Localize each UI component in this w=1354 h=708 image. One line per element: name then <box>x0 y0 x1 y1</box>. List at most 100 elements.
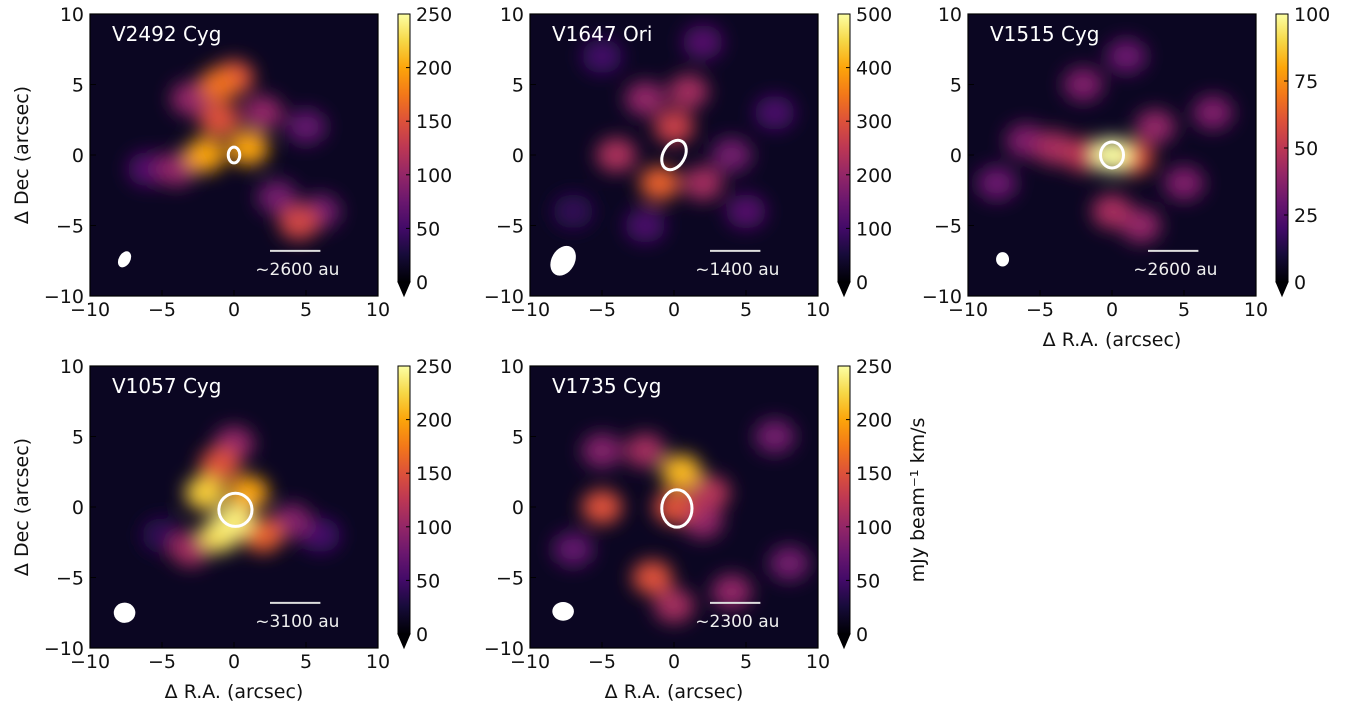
panel: ~3100 au V1057 Cyg −10 −5 0 5 10 −10 −5 0 5 10 Δ R.A… <box>11 356 452 703</box>
colorbar-tick-label: 0 <box>856 624 868 646</box>
y-tick-label: −5 <box>56 568 84 590</box>
y-tick-label: −5 <box>934 216 962 238</box>
y-tick-label: 5 <box>72 427 84 449</box>
scale-label: ~2600 au <box>1133 260 1217 280</box>
emission-blob <box>581 433 623 468</box>
y-tick-label: −10 <box>484 286 524 308</box>
emission-blob <box>213 503 255 539</box>
panel: ~2600 au V2492 Cyg −10 −5 0 5 10 −10 −5 0 5 10 Δ Dec… <box>11 4 452 321</box>
colorbar-tick-label: 0 <box>1294 272 1306 294</box>
x-tick-label: 10 <box>806 651 830 673</box>
x-tick-label: 10 <box>366 651 390 673</box>
source-contour <box>217 491 254 528</box>
colorbar-tick-label: 50 <box>416 570 440 592</box>
x-tick-label: −5 <box>588 651 616 673</box>
colorbar <box>837 365 851 635</box>
emission-blob <box>682 165 723 201</box>
colorbar-tick-label: 200 <box>416 58 452 80</box>
colorbar-extend <box>397 633 411 650</box>
emission-blob <box>711 137 752 173</box>
x-tick-label: 0 <box>228 651 240 673</box>
emission-blob <box>632 560 673 595</box>
emission-blob <box>596 137 637 173</box>
x-tick-label: 0 <box>668 651 680 673</box>
colorbar-tick-label: 100 <box>856 218 892 240</box>
colorbar-tick-label: 200 <box>416 410 452 432</box>
colorbar <box>837 13 851 283</box>
emission-blob <box>199 447 240 482</box>
y-axis-label: Δ Dec (arcsec) <box>11 438 33 576</box>
emission-blob <box>682 24 723 60</box>
map-background <box>530 14 818 296</box>
emission <box>127 60 341 240</box>
panel-title: V1647 Ori <box>552 22 652 46</box>
x-tick-label: −5 <box>148 299 176 321</box>
emission-blob <box>581 39 623 74</box>
colorbar-tick-label: 100 <box>856 517 892 539</box>
x-axis-label: Δ R.A. (arcsec) <box>165 681 304 703</box>
emission-blob <box>242 95 283 130</box>
source-contour <box>660 488 694 529</box>
source-contour <box>660 138 688 172</box>
y-tick-label: 0 <box>512 497 524 519</box>
emission-blob <box>257 180 298 215</box>
y-tick-label: 5 <box>512 427 524 449</box>
scale-label: ~3100 au <box>255 612 339 632</box>
colorbar-tick-label: 250 <box>856 356 892 378</box>
y-tick-label: 5 <box>512 75 524 97</box>
x-tick-label: 10 <box>806 299 830 321</box>
x-tick-label: −10 <box>510 299 550 321</box>
panel-title: V1735 Cyg <box>552 374 661 398</box>
x-tick-label: −10 <box>510 651 550 673</box>
emission-blob <box>653 588 695 623</box>
colorbar-tick-label: 100 <box>416 165 452 187</box>
x-tick-label: 5 <box>1178 299 1190 321</box>
colorbar-tick-label: 150 <box>416 463 452 485</box>
y-tick-label: −5 <box>496 216 524 238</box>
x-tick-label: 5 <box>740 299 752 321</box>
x-tick-label: 5 <box>740 651 752 673</box>
emission-blob <box>581 489 623 525</box>
emission-blob <box>625 208 666 243</box>
y-tick-label: 5 <box>950 75 962 97</box>
colorbar-extend <box>837 633 851 650</box>
colorbar-tick-label: 400 <box>856 58 892 80</box>
x-tick-label: −10 <box>948 299 988 321</box>
x-tick-label: −5 <box>1026 299 1054 321</box>
x-tick-label: 5 <box>300 299 312 321</box>
colorbar-label: mJy beam⁻¹ km/s <box>907 418 929 583</box>
emission-blob <box>228 475 269 511</box>
emission-blob <box>976 165 1017 201</box>
emission-blob <box>625 81 666 116</box>
x-tick-label: 5 <box>300 651 312 673</box>
y-tick-label: 10 <box>500 356 524 378</box>
emission-blob <box>1106 39 1147 74</box>
emission-blob <box>769 546 810 581</box>
emission-blob <box>653 109 695 145</box>
x-tick-label: 10 <box>1244 299 1268 321</box>
y-tick-label: 10 <box>500 4 524 26</box>
emission-blob <box>1063 137 1104 173</box>
x-tick-label: −5 <box>148 651 176 673</box>
emission-blob <box>185 137 226 173</box>
x-tick-label: 0 <box>228 299 240 321</box>
y-tick-label: −10 <box>44 286 84 308</box>
y-tick-label: 10 <box>60 356 84 378</box>
y-tick-label: 0 <box>950 145 962 167</box>
colorbar-tick-label: 200 <box>856 165 892 187</box>
y-tick-label: −10 <box>922 286 962 308</box>
map <box>90 14 378 296</box>
beam <box>996 252 1010 267</box>
colorbar-tick-label: 250 <box>416 356 452 378</box>
emission-blob <box>199 67 240 102</box>
emission-blob <box>639 165 680 201</box>
emission <box>141 426 341 567</box>
colorbar-tick-label: 0 <box>416 272 428 294</box>
colorbar-tick-label: 500 <box>856 4 892 26</box>
colorbar-tick-label: 50 <box>416 218 440 240</box>
emission-blob <box>668 74 709 109</box>
panel-title: V1057 Cyg <box>112 374 221 398</box>
colorbar-tick-label: 75 <box>1294 71 1318 93</box>
